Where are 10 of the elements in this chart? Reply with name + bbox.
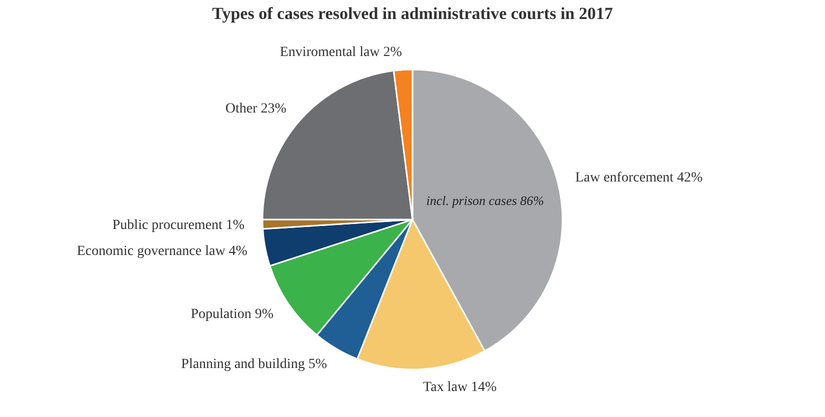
chart-title: Types of cases resolved in administrative courts in 2017: [212, 4, 614, 23]
slice-label: Tax law 14%: [423, 380, 498, 396]
slice-label: Planning and building 5%: [181, 357, 328, 372]
slice-label: Public procurement 1%: [112, 218, 245, 233]
slice-label: Enviromental law 2%: [280, 44, 402, 60]
slice-label: Other 23%: [225, 101, 287, 116]
text: incl. prison cases 86%: [426, 192, 544, 208]
slice-label: Population 9%: [190, 306, 274, 322]
slice-label: Law enforcement 42%: [575, 170, 704, 186]
slice-label: Economic governance law 4%: [76, 244, 248, 259]
